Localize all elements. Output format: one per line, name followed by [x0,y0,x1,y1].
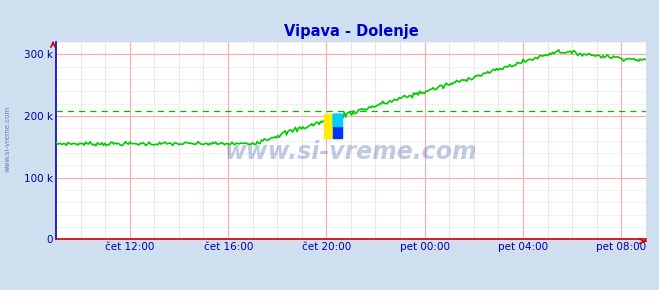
Polygon shape [333,114,342,126]
Text: www.si-vreme.com: www.si-vreme.com [225,140,477,164]
Polygon shape [333,114,342,126]
Text: www.si-vreme.com: www.si-vreme.com [5,106,11,172]
Polygon shape [333,126,342,137]
Polygon shape [324,114,333,137]
Title: Vipava - Dolenje: Vipava - Dolenje [283,24,418,39]
